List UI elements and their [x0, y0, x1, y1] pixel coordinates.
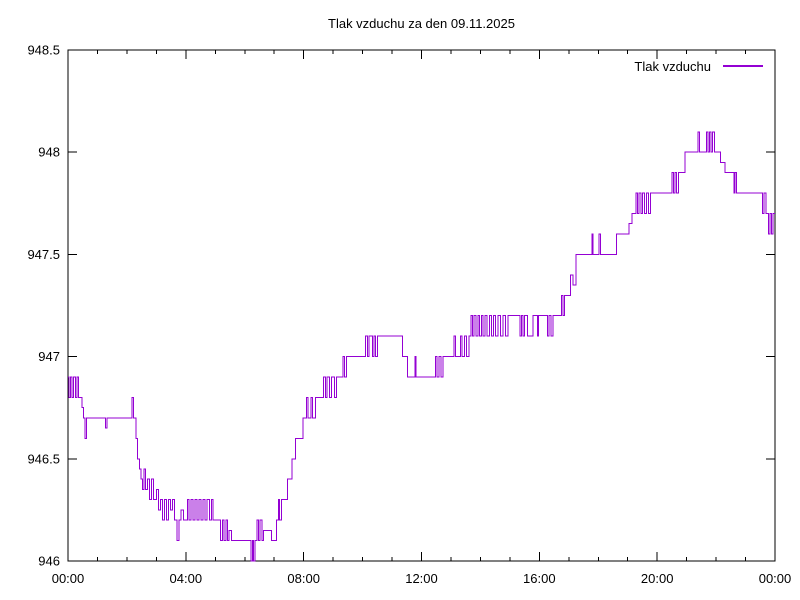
y-tick-label: 947 [38, 349, 60, 364]
legend: Tlak vzduchu [400, 58, 763, 74]
x-tick-label: 12:00 [405, 571, 438, 586]
chart-title: Tlak vzduchu za den 09.11.2025 [328, 16, 515, 31]
y-tick-label: 947.5 [27, 247, 60, 262]
legend-label: Tlak vzduchu [634, 58, 711, 74]
legend-line-sample [723, 65, 763, 67]
plot-border [67, 49, 776, 562]
y-tick-label: 946.5 [27, 451, 60, 466]
x-tick-label: 04:00 [170, 571, 203, 586]
pressure-series-line [68, 131, 775, 562]
x-tick-label: 08:00 [287, 571, 320, 586]
y-tick-label: 946 [38, 554, 60, 569]
x-tick-label: 16:00 [523, 571, 556, 586]
y-tick-label: 948 [38, 145, 60, 160]
x-tick-label: 00:00 [759, 571, 792, 586]
y-tick-label: 948.5 [27, 43, 60, 58]
x-tick-label: 20:00 [641, 571, 674, 586]
x-tick-label: 00:00 [52, 571, 85, 586]
